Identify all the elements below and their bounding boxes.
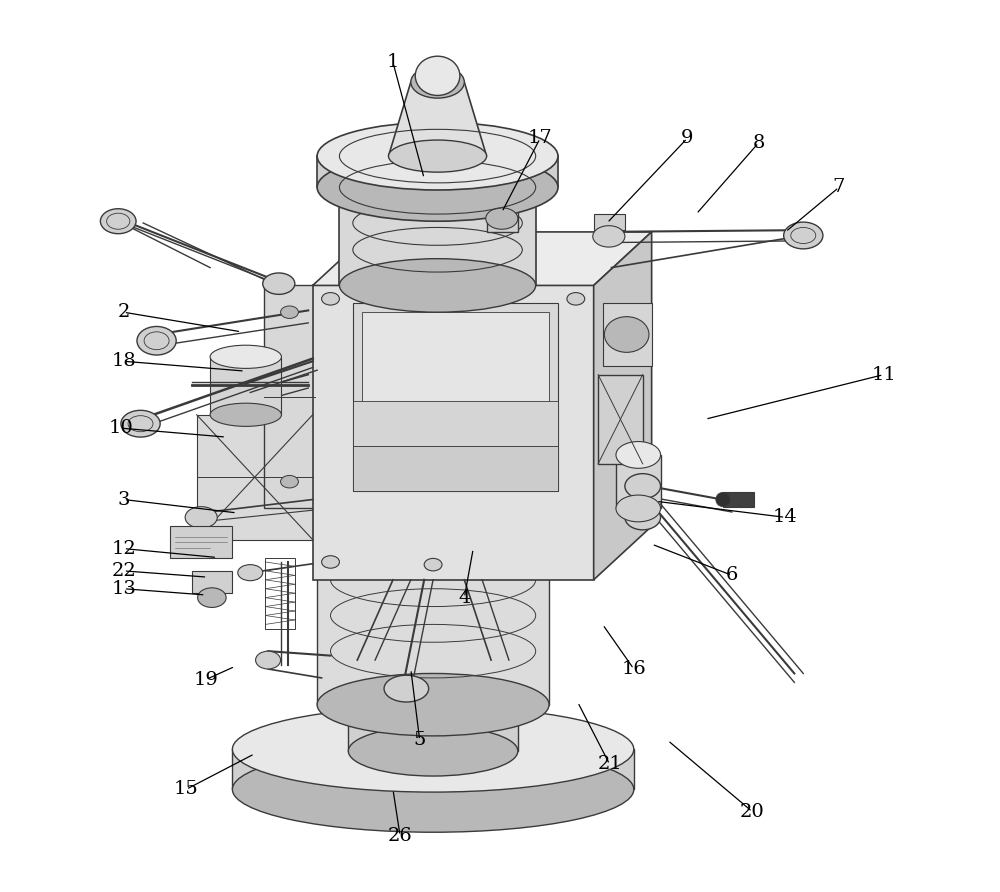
Text: 11: 11 bbox=[871, 366, 896, 384]
Ellipse shape bbox=[256, 651, 281, 669]
Text: 6: 6 bbox=[726, 566, 738, 584]
Ellipse shape bbox=[339, 161, 536, 214]
Ellipse shape bbox=[348, 726, 518, 776]
Ellipse shape bbox=[232, 706, 634, 792]
Polygon shape bbox=[348, 705, 518, 751]
Text: 8: 8 bbox=[752, 134, 765, 152]
Ellipse shape bbox=[198, 588, 226, 607]
Polygon shape bbox=[317, 508, 549, 705]
Ellipse shape bbox=[625, 474, 661, 499]
Ellipse shape bbox=[317, 477, 549, 540]
Polygon shape bbox=[362, 312, 549, 482]
Polygon shape bbox=[603, 303, 652, 366]
Ellipse shape bbox=[210, 403, 281, 426]
Polygon shape bbox=[723, 492, 754, 507]
Ellipse shape bbox=[238, 565, 263, 581]
Polygon shape bbox=[264, 285, 315, 508]
Polygon shape bbox=[232, 749, 634, 789]
Ellipse shape bbox=[100, 209, 136, 234]
Text: 26: 26 bbox=[388, 827, 412, 845]
Ellipse shape bbox=[567, 293, 585, 305]
Text: 21: 21 bbox=[597, 756, 622, 773]
Polygon shape bbox=[192, 571, 232, 593]
Polygon shape bbox=[197, 415, 313, 540]
Polygon shape bbox=[594, 214, 625, 230]
Ellipse shape bbox=[784, 222, 823, 249]
Ellipse shape bbox=[210, 345, 281, 368]
Ellipse shape bbox=[281, 475, 298, 488]
Ellipse shape bbox=[593, 226, 625, 247]
Polygon shape bbox=[313, 285, 594, 580]
Text: 16: 16 bbox=[621, 660, 646, 678]
Ellipse shape bbox=[121, 410, 160, 437]
Text: 20: 20 bbox=[740, 803, 765, 821]
Text: 12: 12 bbox=[111, 540, 136, 558]
Ellipse shape bbox=[716, 492, 730, 507]
Ellipse shape bbox=[317, 153, 558, 221]
Ellipse shape bbox=[348, 680, 518, 730]
Ellipse shape bbox=[322, 556, 339, 568]
Ellipse shape bbox=[281, 306, 298, 318]
Ellipse shape bbox=[616, 442, 661, 468]
Polygon shape bbox=[353, 446, 558, 491]
Ellipse shape bbox=[411, 66, 464, 98]
Text: 2: 2 bbox=[117, 303, 130, 321]
Text: 4: 4 bbox=[458, 589, 471, 607]
Polygon shape bbox=[598, 375, 643, 464]
Text: 17: 17 bbox=[528, 129, 553, 147]
Ellipse shape bbox=[232, 747, 634, 832]
Text: 3: 3 bbox=[117, 491, 130, 508]
Ellipse shape bbox=[263, 273, 295, 294]
Polygon shape bbox=[353, 401, 558, 446]
Ellipse shape bbox=[388, 140, 487, 172]
Ellipse shape bbox=[322, 293, 339, 305]
Text: 10: 10 bbox=[109, 419, 133, 437]
Ellipse shape bbox=[415, 56, 460, 95]
Ellipse shape bbox=[317, 122, 558, 190]
Ellipse shape bbox=[424, 558, 442, 571]
Polygon shape bbox=[339, 187, 536, 285]
Ellipse shape bbox=[616, 495, 661, 522]
Text: 14: 14 bbox=[773, 508, 798, 526]
Ellipse shape bbox=[486, 208, 518, 229]
Ellipse shape bbox=[384, 675, 429, 702]
Ellipse shape bbox=[339, 259, 536, 312]
Text: 18: 18 bbox=[111, 352, 136, 370]
Text: 22: 22 bbox=[111, 562, 136, 580]
Text: 9: 9 bbox=[681, 129, 694, 147]
Ellipse shape bbox=[604, 317, 649, 352]
Polygon shape bbox=[210, 357, 281, 415]
Ellipse shape bbox=[317, 673, 549, 736]
Ellipse shape bbox=[137, 326, 176, 355]
Polygon shape bbox=[487, 205, 518, 232]
Polygon shape bbox=[353, 303, 558, 491]
Polygon shape bbox=[313, 232, 652, 285]
Polygon shape bbox=[616, 455, 661, 508]
Text: 1: 1 bbox=[387, 54, 399, 71]
Text: 7: 7 bbox=[833, 178, 845, 196]
Text: 5: 5 bbox=[414, 731, 426, 749]
Text: 15: 15 bbox=[174, 780, 198, 798]
Polygon shape bbox=[594, 232, 652, 580]
Text: 19: 19 bbox=[193, 671, 218, 689]
Text: 13: 13 bbox=[111, 580, 136, 598]
Polygon shape bbox=[170, 526, 232, 558]
Ellipse shape bbox=[185, 507, 217, 528]
Ellipse shape bbox=[625, 505, 661, 530]
Polygon shape bbox=[388, 82, 487, 156]
Polygon shape bbox=[317, 156, 558, 187]
